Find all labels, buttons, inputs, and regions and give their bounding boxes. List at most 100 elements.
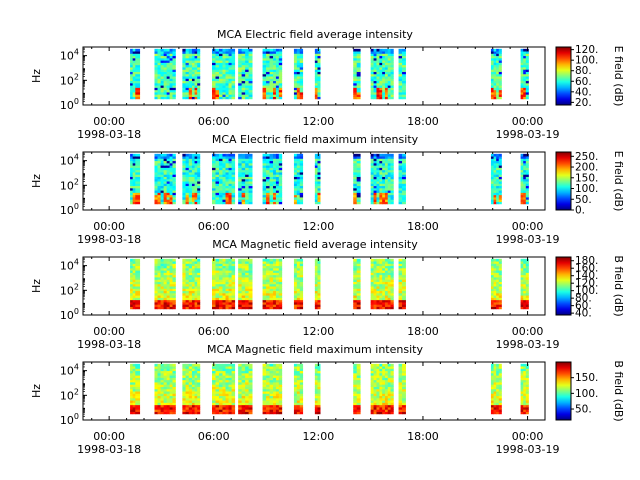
- spectrogram-cell: [493, 96, 497, 100]
- spectrogram-cell: [523, 85, 527, 88]
- x-date-label: 1998-03-19: [496, 338, 560, 351]
- spectrogram-cell: [182, 297, 186, 301]
- spectrogram-cell: [241, 199, 246, 202]
- spectrogram-cell: [296, 89, 301, 93]
- spectrogram-cell: [172, 192, 176, 196]
- spectrogram-cell: [241, 388, 246, 392]
- spectrogram-cell: [172, 89, 176, 93]
- spectrogram-cell: [266, 60, 270, 63]
- spectrogram-cell: [166, 286, 170, 289]
- spectrogram-cell: [218, 187, 223, 191]
- spectrogram-cell: [157, 400, 161, 403]
- spectrogram-cell: [215, 297, 220, 301]
- spectrogram-cell: [273, 185, 277, 189]
- spectrogram-cell: [194, 78, 198, 82]
- spectrogram-cell: [191, 162, 195, 166]
- spectrogram-cell: [275, 62, 280, 66]
- spectrogram-cell: [135, 411, 141, 415]
- spectrogram-cell: [185, 160, 190, 164]
- spectrogram-cell: [130, 201, 134, 205]
- spectrogram-cell: [218, 94, 223, 97]
- spectrogram-cell: [185, 187, 190, 191]
- spectrogram-cell: [353, 158, 358, 162]
- spectrogram-cell: [398, 158, 403, 162]
- spectrogram-cell: [370, 258, 374, 262]
- spectrogram-cell: [191, 288, 195, 292]
- spectrogram-cell: [166, 51, 170, 54]
- spectrogram-cell: [191, 80, 195, 84]
- spectrogram-cell: [382, 172, 386, 175]
- spectrogram-cell: [197, 292, 201, 296]
- spectrogram-cell: [191, 393, 195, 397]
- spectrogram-cell: [299, 71, 304, 75]
- spectrogram-cell: [317, 274, 321, 278]
- spectrogram-cell: [194, 286, 198, 289]
- spectrogram-cell: [238, 272, 243, 276]
- spectrogram-cell: [493, 178, 497, 182]
- spectrogram-cell: [525, 263, 529, 267]
- spectrogram-cell: [185, 96, 190, 100]
- spectrogram-cell: [188, 162, 193, 166]
- spectrogram-cell: [185, 279, 190, 282]
- spectrogram-cell: [262, 370, 267, 374]
- spectrogram-cell: [525, 156, 529, 159]
- spectrogram-cell: [498, 60, 502, 63]
- spectrogram-cell: [299, 368, 304, 372]
- spectrogram-cell: [370, 263, 374, 267]
- spectrogram-cell: [185, 377, 190, 381]
- spectrogram-cell: [154, 167, 158, 171]
- spectrogram-cell: [269, 181, 274, 184]
- spectrogram-cell: [197, 165, 201, 168]
- spectrogram-cell: [212, 263, 216, 267]
- spectrogram-cell: [498, 153, 502, 157]
- spectrogram-cell: [166, 73, 170, 77]
- spectrogram-cell: [379, 299, 383, 303]
- spectrogram-cell: [222, 288, 226, 292]
- spectrogram-cell: [387, 274, 391, 278]
- spectrogram-cell: [157, 187, 161, 191]
- spectrogram-cell: [273, 178, 277, 182]
- spectrogram-cell: [278, 395, 283, 399]
- spectrogram-cell: [194, 67, 198, 70]
- spectrogram-cell: [370, 304, 374, 307]
- spectrogram-cell: [390, 279, 394, 282]
- spectrogram-cell: [266, 181, 270, 184]
- spectrogram-cell: [172, 391, 176, 394]
- spectrogram-cell: [248, 158, 253, 162]
- spectrogram-cell: [169, 62, 173, 66]
- spectrogram-cell: [299, 267, 304, 271]
- spectrogram-cell: [245, 393, 250, 397]
- colorbar-tick-label: 120.: [575, 278, 598, 290]
- spectrogram-cell: [376, 53, 380, 57]
- spectrogram-cell: [197, 185, 201, 189]
- spectrogram-cell: [197, 395, 201, 399]
- spectrogram-cell: [314, 51, 318, 54]
- spectrogram-cell: [245, 286, 250, 289]
- spectrogram-cell: [225, 270, 229, 273]
- spectrogram-cell: [225, 363, 229, 367]
- spectrogram-cell: [231, 274, 236, 278]
- spectrogram-cell: [160, 274, 165, 278]
- spectrogram-cell: [231, 55, 236, 59]
- spectrogram-cell: [402, 62, 406, 66]
- spectrogram-cell: [238, 55, 243, 59]
- spectrogram-cell: [245, 370, 250, 374]
- spectrogram-cell: [135, 363, 141, 367]
- spectrogram-cell: [169, 172, 173, 175]
- spectrogram-cell: [225, 53, 229, 57]
- spectrogram-cell: [490, 263, 494, 267]
- spectrogram-cell: [163, 165, 168, 168]
- spectrogram-cell: [390, 190, 394, 193]
- spectrogram-cell: [498, 89, 502, 93]
- spectrogram-cell: [356, 181, 361, 184]
- spectrogram-cell: [228, 60, 233, 63]
- spectrogram-cell: [241, 409, 246, 412]
- spectrogram-cell: [194, 258, 198, 262]
- spectrogram-cell: [317, 258, 321, 262]
- spectrogram-cell: [525, 197, 529, 200]
- spectrogram-cell: [197, 363, 201, 367]
- spectrogram-cell: [382, 304, 386, 307]
- spectrogram-cell: [498, 87, 502, 91]
- spectrogram-cell: [384, 267, 389, 271]
- spectrogram-cell: [231, 292, 236, 296]
